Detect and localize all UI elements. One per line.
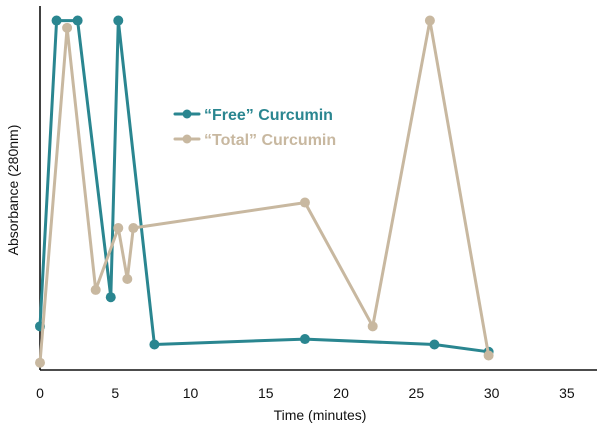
x-tick-label: 10 — [183, 385, 199, 401]
data-point — [122, 274, 133, 284]
data-point — [51, 15, 62, 26]
x-tick-label: 20 — [333, 385, 349, 401]
legend-label: “Total” Curcumin — [204, 132, 336, 149]
legend-marker-icon — [182, 134, 192, 144]
series-line — [38, 19, 491, 365]
x-tick-label: 35 — [559, 385, 575, 401]
data-point — [62, 22, 73, 33]
series-layer — [35, 15, 494, 368]
legend-item: “Free” Curcumin — [173, 107, 333, 124]
data-point — [367, 321, 378, 332]
legend-marker-icon — [182, 109, 192, 119]
x-tick-label: 5 — [111, 385, 119, 401]
data-point — [113, 15, 124, 26]
x-tick-label: 30 — [484, 385, 500, 401]
data-point — [299, 334, 310, 345]
x-tick-label: 0 — [36, 385, 44, 401]
legend-label: “Free” Curcumin — [204, 107, 333, 124]
data-point — [105, 292, 116, 303]
axes-layer: 0 5 10 15 20 25 30 35 — [36, 6, 597, 401]
x-axis-label: Time (minutes) — [274, 407, 367, 423]
data-point — [483, 350, 494, 361]
data-point — [299, 197, 310, 208]
data-point — [113, 223, 124, 234]
legend: “Free” Curcumin “Total” Curcumin — [173, 107, 336, 149]
data-point — [424, 15, 435, 26]
data-point — [72, 15, 83, 26]
x-tick-label: 25 — [409, 385, 425, 401]
series-free-curcumin — [35, 15, 494, 357]
series-total-curcumin — [35, 15, 494, 368]
legend-item: “Total” Curcumin — [173, 132, 336, 149]
x-tick-label: 15 — [258, 385, 274, 401]
data-point — [35, 357, 45, 368]
data-point — [149, 339, 160, 350]
data-point — [90, 284, 101, 295]
data-point — [128, 223, 139, 234]
y-axis-label: Absorbance (280nm) — [5, 125, 21, 256]
data-point — [429, 339, 440, 350]
